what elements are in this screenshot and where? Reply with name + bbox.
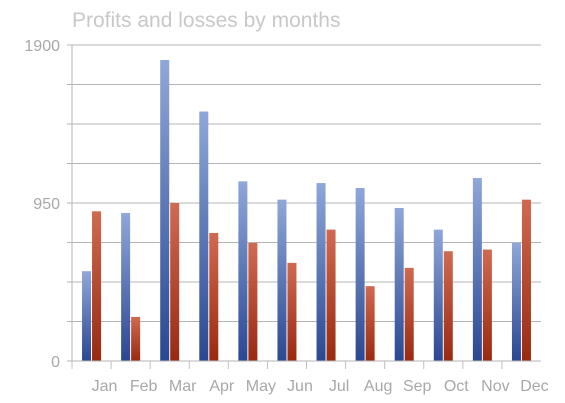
x-tick-label: Nov — [481, 378, 509, 395]
bar-series-1 — [199, 111, 209, 362]
y-tick-label: 0 — [51, 354, 60, 371]
x-tick-label: Aug — [364, 378, 392, 395]
x-tick-label: Sep — [403, 378, 432, 395]
x-tick-label: Apr — [209, 378, 235, 395]
x-tick-label: Mar — [169, 378, 197, 395]
bar-series-2 — [209, 232, 219, 361]
bar-series-2 — [287, 262, 297, 361]
bar-series-2 — [521, 199, 531, 361]
bar-series-1 — [121, 212, 131, 361]
bar-series-2 — [404, 267, 414, 361]
x-tick-label: Dec — [520, 378, 548, 395]
y-tick-label: 950 — [33, 196, 60, 213]
bar-series-2 — [131, 316, 141, 361]
x-tick-label: May — [246, 378, 276, 395]
bar-series-1 — [316, 183, 326, 361]
x-tick-label: Jul — [329, 378, 349, 395]
x-tick-label: Jan — [92, 378, 118, 395]
bar-series-2 — [248, 242, 258, 361]
bar-series-1 — [160, 59, 170, 362]
bar-series-2 — [443, 251, 453, 361]
bar-series-1 — [238, 181, 248, 361]
x-tick-label: Feb — [130, 378, 158, 395]
bars — [82, 59, 531, 362]
bar-series-2 — [482, 249, 492, 361]
bar-series-2 — [365, 286, 375, 361]
bar-series-1 — [277, 199, 287, 361]
bar-series-1 — [511, 242, 521, 361]
bar-series-1 — [355, 188, 365, 361]
x-tick-label: Oct — [444, 378, 469, 395]
bar-series-2 — [170, 203, 180, 361]
bar-series-2 — [92, 211, 102, 361]
bar-series-1 — [433, 229, 443, 361]
y-tick-label: 1900 — [24, 38, 60, 55]
chart-title: Profits and losses by months — [72, 9, 341, 32]
x-tick-label: Jun — [287, 378, 313, 395]
bar-series-1 — [472, 178, 482, 361]
gridlines — [67, 44, 541, 322]
bar-series-1 — [82, 271, 92, 361]
axes: 0 950 1900 Jan Feb Mar Apr May Jun Jul Aug Sep Oct No… — [24, 38, 548, 395]
bar-series-2 — [326, 229, 336, 361]
bar-series-1 — [394, 207, 404, 361]
